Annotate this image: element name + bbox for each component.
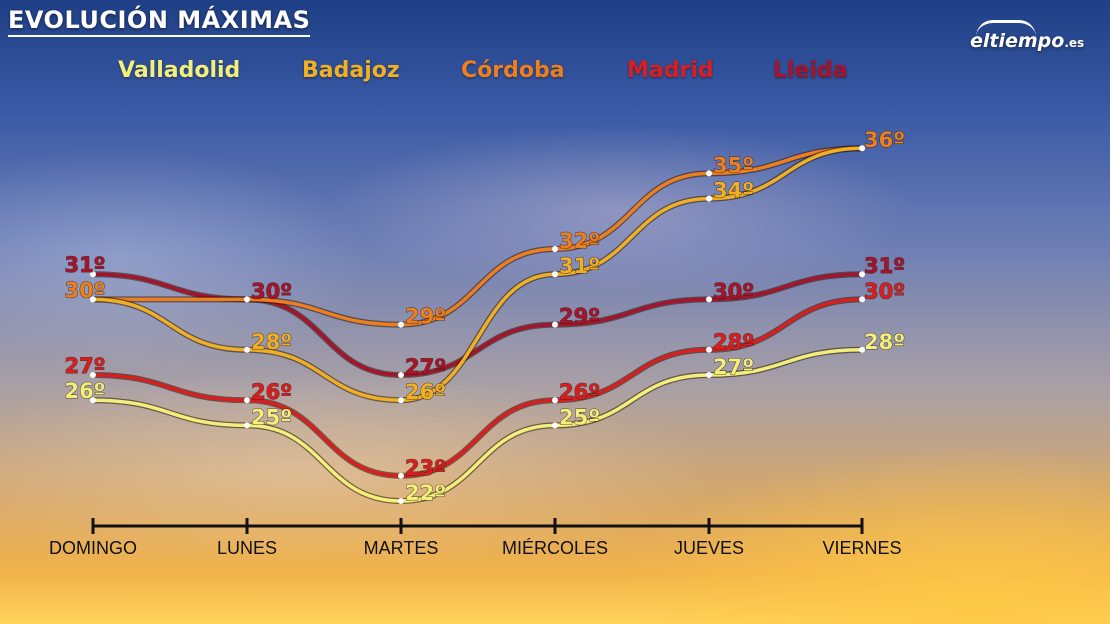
series-lines xyxy=(90,145,865,505)
data-label-madrid-1: 26º xyxy=(251,380,292,404)
chart-title: EVOLUCIÓN MÁXIMAS xyxy=(8,6,311,37)
data-point-madrid-5 xyxy=(859,296,865,303)
data-point-valladolid-5 xyxy=(859,346,865,353)
data-label-lleida-4: 30º xyxy=(713,279,754,303)
data-point-valladolid-2 xyxy=(398,498,404,504)
data-point-cordoba-1 xyxy=(244,296,250,303)
x-tick-label-domingo: DOMINGO xyxy=(49,538,137,558)
data-point-valladolid-3 xyxy=(552,422,558,429)
data-point-valladolid-0 xyxy=(90,397,96,404)
series-line-madrid xyxy=(92,297,863,478)
data-point-valladolid-1 xyxy=(244,422,250,429)
data-point-madrid-0 xyxy=(90,372,96,378)
data-label-lleida-0: 31º xyxy=(64,253,105,277)
data-label-lleida-2: 27º xyxy=(405,355,446,379)
data-label-valladolid-0: 26º xyxy=(64,379,105,403)
series-line-shadow-madrid xyxy=(92,296,863,479)
data-label-madrid-3: 26º xyxy=(559,380,600,404)
data-label-badajoz-1: 28º xyxy=(251,330,292,354)
data-point-badajoz-2 xyxy=(398,397,404,404)
data-label-valladolid-5: 28º xyxy=(864,330,905,354)
legend-item-cordoba: Córdoba xyxy=(461,58,565,83)
cloud-icon xyxy=(976,20,1036,37)
data-label-madrid-4: 28º xyxy=(713,330,754,354)
legend: Valladolid Badajoz Córdoba Madrid Lleida xyxy=(0,58,1110,88)
data-point-badajoz-0 xyxy=(90,296,96,303)
data-point-cordoba-4 xyxy=(706,170,712,177)
data-label-valladolid-2: 22º xyxy=(405,481,446,505)
data-label-cordoba-2: 29º xyxy=(405,305,446,329)
x-tick-label-martes: MARTES xyxy=(364,538,439,558)
x-tick-label-jueves: JUEVES xyxy=(674,538,744,558)
data-label-valladolid-3: 25º xyxy=(559,405,600,429)
data-label-valladolid-4: 27º xyxy=(713,355,754,379)
series-line-badajoz xyxy=(92,146,863,402)
legend-item-badajoz: Badajoz xyxy=(302,58,400,83)
data-label-madrid-2: 23º xyxy=(405,456,446,480)
data-point-lleida-5 xyxy=(859,271,865,278)
data-point-lleida-0 xyxy=(90,271,96,278)
data-point-lleida-3 xyxy=(552,321,558,328)
data-point-badajoz-5 xyxy=(859,145,865,152)
data-point-cordoba-2 xyxy=(398,321,404,328)
data-label-lleida-1: 30º xyxy=(251,279,292,303)
data-label-badajoz-3: 31º xyxy=(559,254,600,278)
legend-item-madrid: Madrid xyxy=(627,58,714,83)
x-axis: DOMINGO LUNES MARTES MIÉRCOLES JUEVES VIERNES xyxy=(49,518,902,558)
brand-logo-name: eltiempo xyxy=(970,30,1065,52)
data-labels: 31º30º27º26º30º28º26º25º29º27º26º23º22º3… xyxy=(64,128,906,506)
data-point-valladolid-4 xyxy=(706,372,712,378)
legend-item-lleida: Lleida xyxy=(773,58,848,83)
data-point-madrid-1 xyxy=(244,397,250,404)
data-label-madrid-5: 30º xyxy=(864,279,905,303)
brand-logo-suffix: .es xyxy=(1064,36,1085,50)
x-tick-label-viernes: VIERNES xyxy=(822,538,901,558)
x-tick-label-miercoles: MIÉRCOLES xyxy=(502,538,608,558)
data-point-madrid-4 xyxy=(706,346,712,353)
data-point-cordoba-3 xyxy=(552,246,558,252)
data-point-badajoz-1 xyxy=(244,346,250,353)
data-label-cordoba-3: 32º xyxy=(559,229,600,253)
data-label-madrid-0: 27º xyxy=(64,354,105,378)
data-point-madrid-2 xyxy=(398,472,404,479)
data-point-lleida-4 xyxy=(706,296,712,303)
data-point-badajoz-4 xyxy=(706,195,712,202)
x-tick-label-lunes: LUNES xyxy=(217,538,277,558)
series-line-valladolid xyxy=(92,348,863,503)
data-label-badajoz-4: 34º xyxy=(713,179,754,203)
brand-logo: eltiempo.es xyxy=(970,30,1084,52)
data-label-cordoba-0: 30º xyxy=(64,278,105,302)
data-label-lleida-3: 29º xyxy=(559,305,600,329)
data-point-madrid-3 xyxy=(552,397,558,404)
data-label-lleida-5: 31º xyxy=(864,254,905,278)
data-label-valladolid-1: 25º xyxy=(251,405,292,429)
data-point-badajoz-3 xyxy=(552,271,558,278)
legend-item-valladolid: Valladolid xyxy=(118,58,241,83)
data-label-cordoba-5: 36º xyxy=(864,128,905,152)
data-point-lleida-2 xyxy=(398,372,404,378)
data-label-badajoz-2: 26º xyxy=(405,380,446,404)
data-label-cordoba-4: 35º xyxy=(713,153,754,177)
